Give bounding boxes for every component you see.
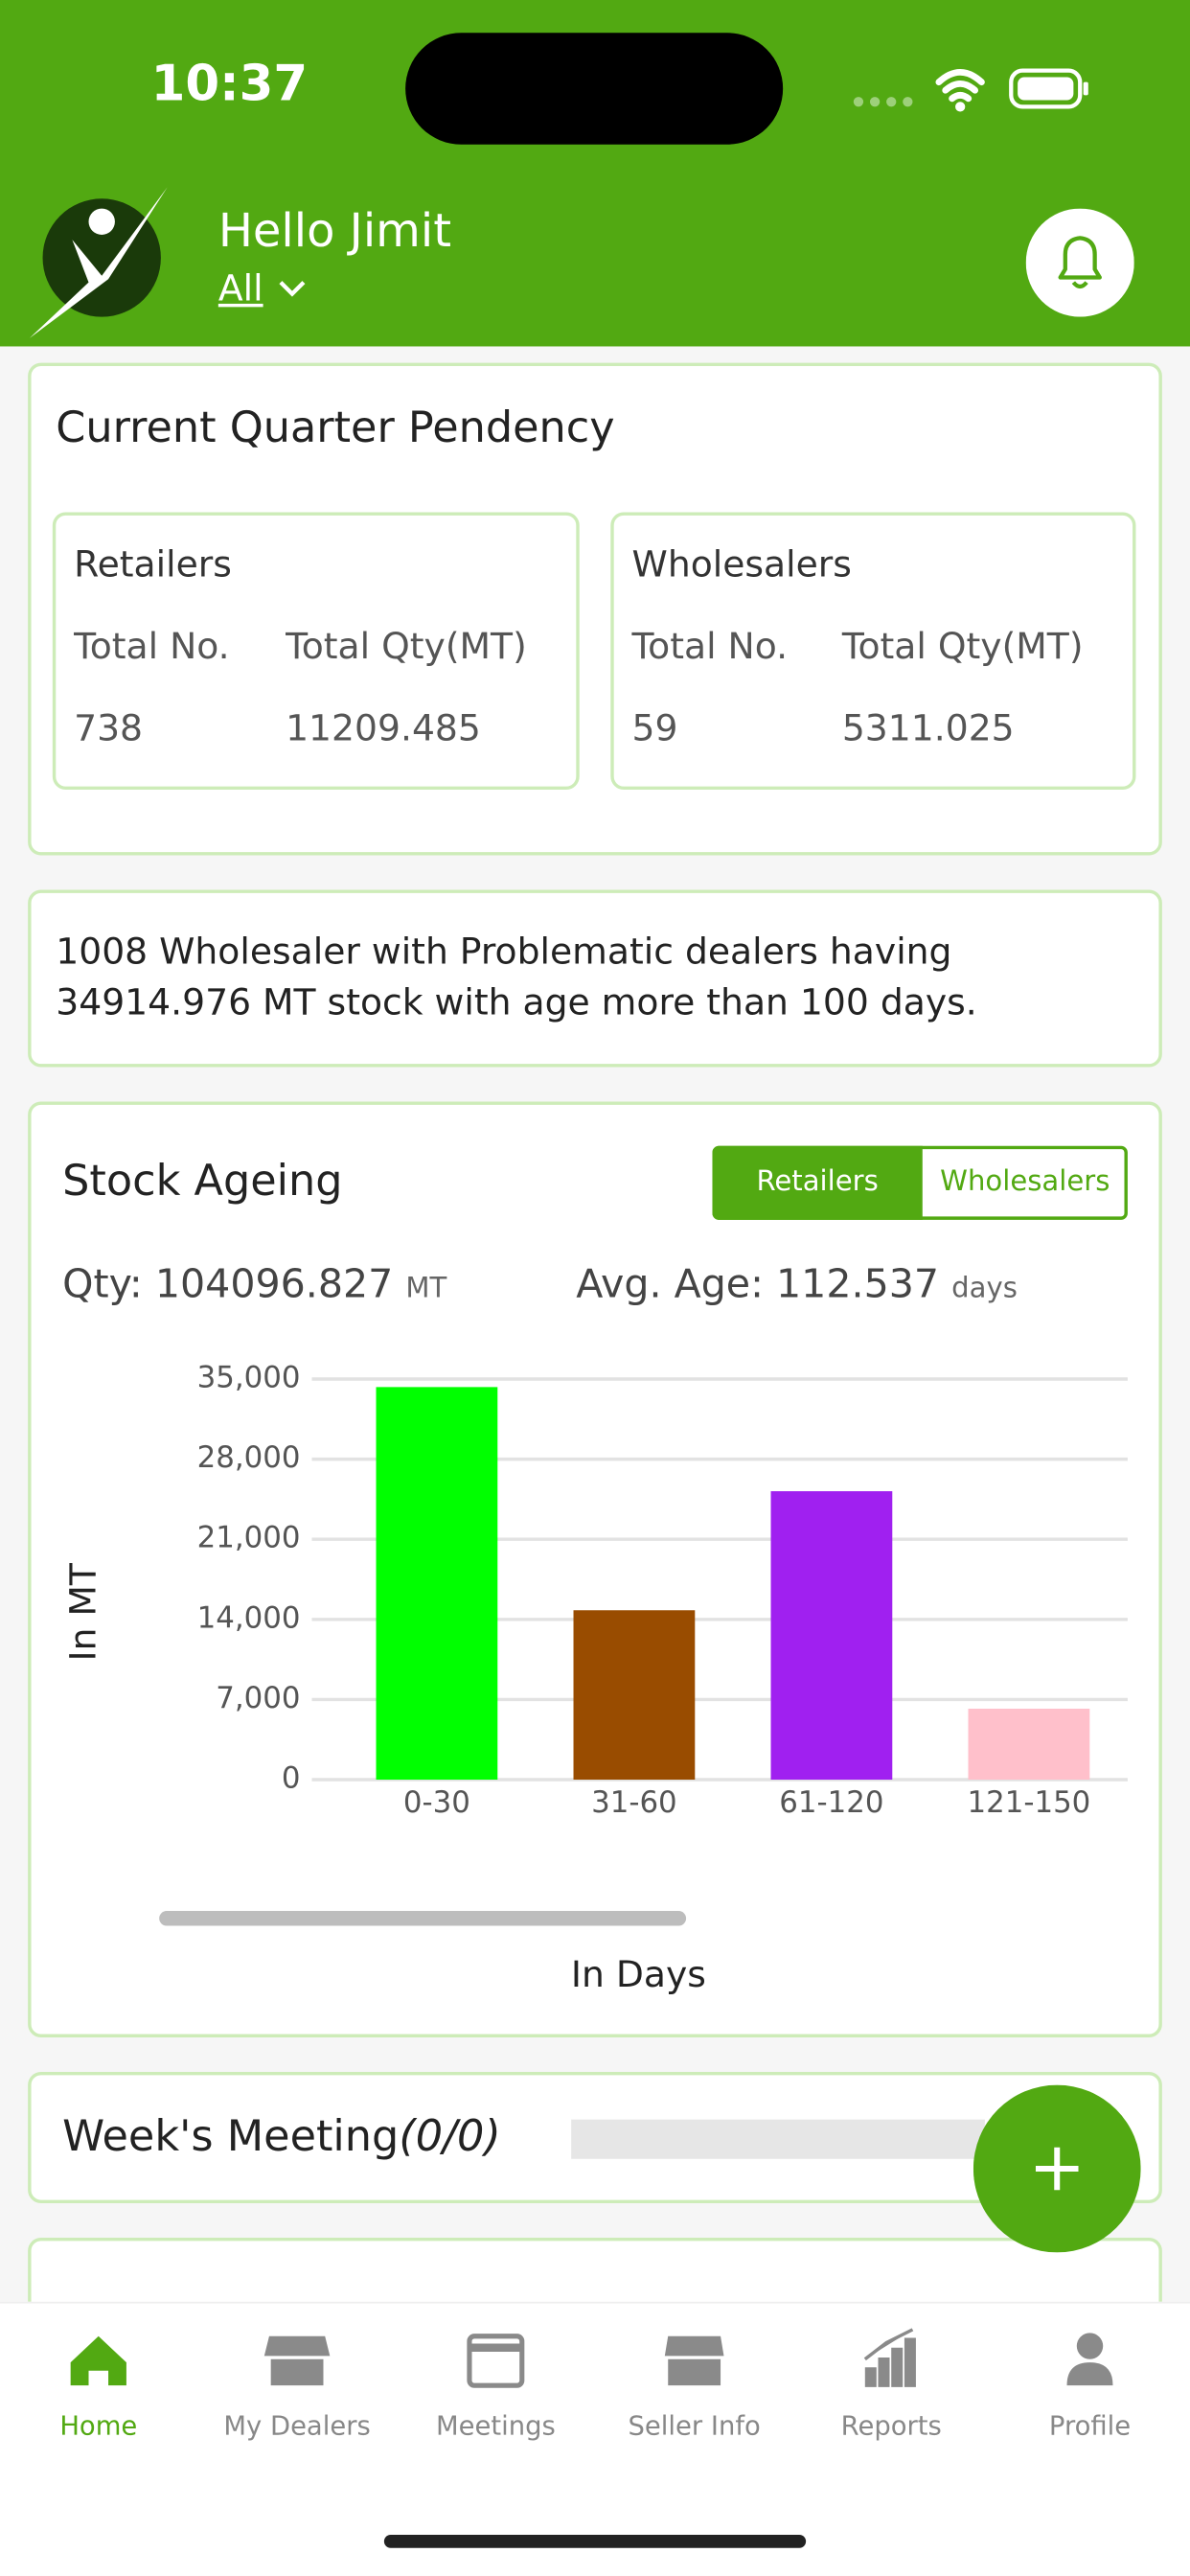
tab[interactable]: Seller Info xyxy=(628,2409,761,2442)
alert-text: 1008 Wholesaler with Problematic dealers… xyxy=(56,932,977,1024)
x-tick-label: 61-120 xyxy=(779,1785,883,1820)
bar xyxy=(573,1610,696,1781)
toggle-option[interactable]: Retailers xyxy=(712,1145,923,1220)
bar xyxy=(770,1491,893,1781)
group-name: Retailers xyxy=(74,544,232,586)
label: Total Qty(MT) xyxy=(286,627,527,669)
meeting-count: (0/0) xyxy=(399,2112,501,2163)
tab-bar xyxy=(0,2301,1190,2576)
card-title: Stock Ageing xyxy=(62,1157,343,1208)
tab[interactable]: Profile xyxy=(1048,2409,1132,2442)
toggle-option[interactable]: Wholesalers xyxy=(940,1165,1110,1199)
meeting-title: Week's Meeting(0/0) xyxy=(62,2113,501,2162)
chart: 0 7,000 14,000 21,000 28,000 35,000 0-30 31-60 6… xyxy=(62,1361,1128,1995)
x-tick-label: 31-60 xyxy=(591,1785,677,1820)
avg-age: Avg. Age: 112.537 days xyxy=(576,1261,1018,1307)
y-axis-title: In MT xyxy=(62,1562,104,1661)
logo xyxy=(29,187,168,338)
bar xyxy=(968,1708,1090,1781)
label: Total No. xyxy=(631,627,789,669)
meeting-label: Week's Meeting xyxy=(62,2112,400,2163)
bar xyxy=(376,1387,498,1781)
dynamic-island xyxy=(405,33,784,145)
x-tick-label: 0-30 xyxy=(403,1785,470,1820)
y-tick-label: 28,000 xyxy=(197,1440,301,1475)
age-unit: days xyxy=(951,1272,1018,1305)
qty: Qty: 104096.827 MT xyxy=(62,1261,446,1307)
scrollbar xyxy=(159,1911,687,1926)
tab[interactable]: Home xyxy=(59,2409,138,2442)
age-value: Avg. Age: 112.537 xyxy=(576,1260,940,1307)
status-icons xyxy=(853,68,1088,112)
tab-icons xyxy=(70,2328,1113,2388)
y-tick-label: 35,000 xyxy=(197,1361,301,1395)
card-title: Current Quarter Pendency xyxy=(56,403,615,453)
qty-unit: MT xyxy=(405,1272,447,1305)
stock-card xyxy=(28,1101,1162,2037)
fab[interactable] xyxy=(973,2084,1141,2253)
y-tick-label: 7,000 xyxy=(216,1681,300,1715)
label: Total Qty(MT) xyxy=(841,627,1084,669)
label: Total No. xyxy=(74,627,230,669)
tab[interactable]: My Dealers xyxy=(223,2409,371,2442)
wholesalers-box xyxy=(610,512,1136,791)
group-name: Wholesalers xyxy=(631,544,852,586)
y-tick-label: 0 xyxy=(282,1761,301,1796)
chevron xyxy=(279,281,306,297)
tab[interactable]: Meetings xyxy=(435,2409,556,2442)
tab[interactable]: Reports xyxy=(840,2409,942,2442)
filter[interactable]: All xyxy=(217,268,263,310)
greeting: Hello Jimit xyxy=(217,203,452,258)
value: 11209.485 xyxy=(286,709,481,750)
x-tick-label: 121-150 xyxy=(967,1785,1090,1820)
qty-value: Qty: 104096.827 xyxy=(62,1260,394,1307)
y-tick-label: 14,000 xyxy=(197,1600,301,1635)
y-tick-label: 21,000 xyxy=(197,1521,301,1555)
value: 59 xyxy=(631,709,678,750)
status-time: 10:37 xyxy=(150,56,309,114)
home-indicator xyxy=(383,2535,807,2548)
value: 738 xyxy=(74,709,144,750)
bell-button[interactable] xyxy=(1025,208,1134,317)
progress xyxy=(571,2119,985,2159)
value: 5311.025 xyxy=(841,709,1015,750)
x-axis-title: In Days xyxy=(571,1953,706,1995)
alert-card xyxy=(28,889,1162,1068)
retailers-box xyxy=(52,512,580,791)
